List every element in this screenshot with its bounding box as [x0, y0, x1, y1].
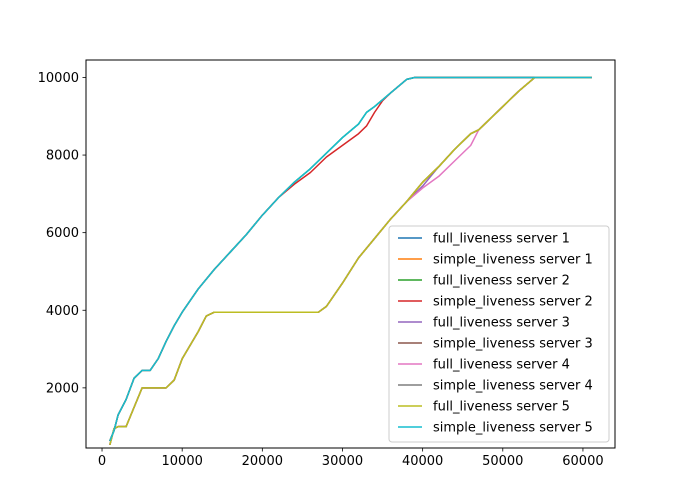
legend-label-6: simple_liveness server 3 — [433, 337, 593, 352]
legend-label-3: full_liveness server 2 — [433, 274, 570, 289]
legend-label-5: full_liveness server 3 — [433, 316, 570, 331]
legend-label-7: full_liveness server 4 — [433, 358, 570, 373]
series-line-9 — [109, 76, 592, 446]
x-tick-label: 60000 — [562, 454, 603, 469]
legend-label-1: full_liveness server 1 — [433, 232, 570, 247]
x-tick-label: 10000 — [162, 454, 203, 469]
y-tick-label: 2000 — [46, 381, 79, 396]
y-tick-label: 4000 — [46, 304, 79, 319]
y-tick-label: 6000 — [46, 226, 79, 241]
plot-frame — [85, 59, 616, 449]
legend-label-9: full_liveness server 5 — [433, 400, 570, 415]
x-tick-label: 40000 — [402, 454, 443, 469]
plot-lines — [109, 76, 592, 446]
x-tick-label: 50000 — [482, 454, 523, 469]
y-axis: 2000 4000 6000 8000 10000 — [38, 71, 86, 396]
legend-label-8: simple_liveness server 4 — [433, 379, 593, 394]
legend-label-2: simple_liveness server 1 — [433, 253, 593, 268]
legend-box — [388, 225, 610, 443]
legend-label-4: simple_liveness server 2 — [433, 295, 593, 310]
x-tick-label: 0 — [98, 454, 106, 469]
x-tick-label: 30000 — [322, 454, 363, 469]
x-axis: 0 10000 20000 30000 40000 50000 60000 — [98, 448, 604, 469]
legend: full_liveness server 1 simple_liveness se… — [388, 225, 610, 443]
x-tick-label: 20000 — [242, 454, 283, 469]
series-line-10 — [109, 76, 592, 442]
y-tick-label: 8000 — [46, 149, 79, 164]
y-tick-label: 10000 — [38, 71, 79, 86]
legend-label-10: simple_liveness server 5 — [433, 421, 593, 436]
